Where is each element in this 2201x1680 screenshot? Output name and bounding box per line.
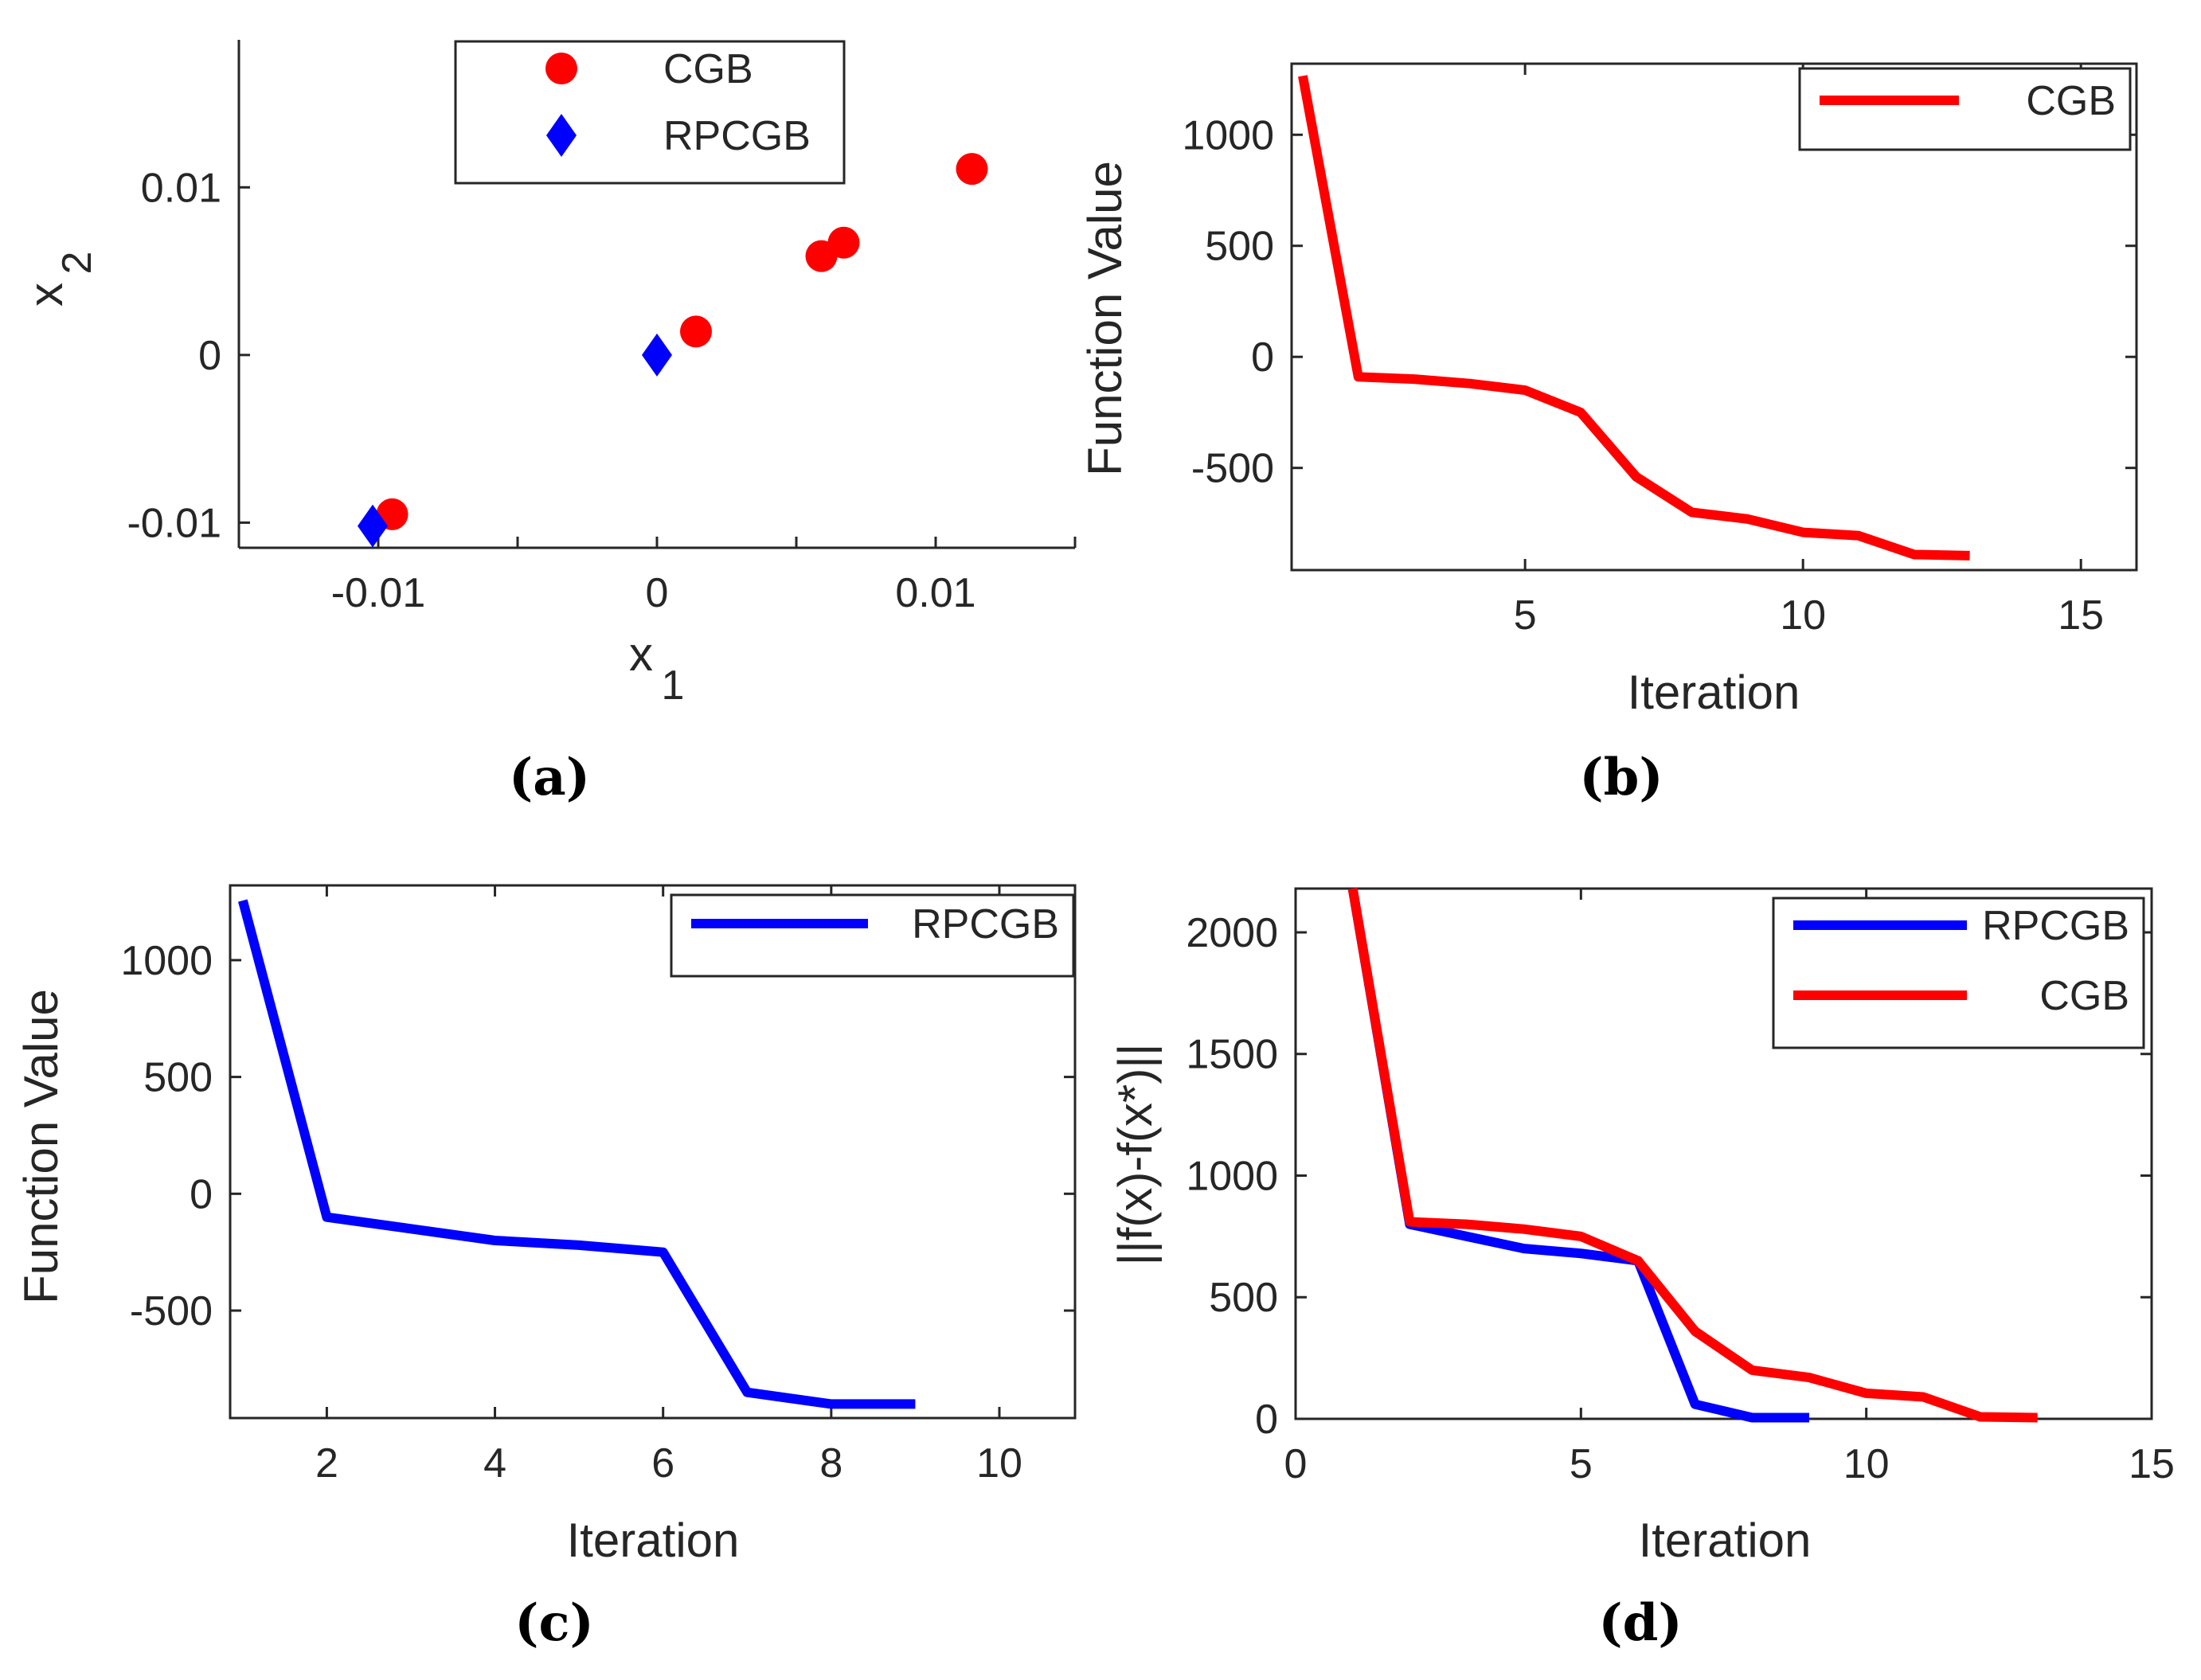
legend: RPCGB CGB	[1772, 897, 2145, 1049]
legend: RPCGB	[670, 893, 1075, 978]
series-line-cgb	[1298, 75, 1970, 561]
y-axis-label-group: Function Value	[14, 989, 68, 1304]
point-cgb	[805, 240, 838, 272]
chart-panel-b: 5 10 15 -500 0 500 1000 Iteration Function Value…	[1078, 62, 2138, 807]
legend: CGB RPCGB	[454, 40, 846, 185]
y-tick-label: -500	[1191, 446, 1274, 492]
point-rpcgb	[358, 504, 388, 548]
y-tick-label: -0.01	[127, 500, 221, 546]
y-tick-label: 0	[1251, 334, 1274, 381]
y-axis-label-subscript: 2	[54, 252, 100, 275]
legend: CGB	[1798, 67, 2132, 151]
y-tick-label: 500	[1209, 1275, 1278, 1321]
x-axis-label: Iteration	[567, 1514, 740, 1567]
legend-label: RPCGB	[663, 113, 811, 159]
legend-frame	[1798, 67, 2132, 151]
panel-label: (d)	[1598, 1593, 1682, 1653]
x-tick-label: 15	[2058, 592, 2104, 639]
y-tick-label: 500	[1205, 224, 1274, 270]
plot-area-frame	[229, 884, 1077, 1420]
panel-label: (a)	[509, 748, 590, 807]
x-axis-label: Iteration	[1628, 666, 1800, 719]
x-axis-label: x	[629, 627, 653, 681]
x-tick-label: 0	[1284, 1441, 1308, 1487]
chart-panel-d: 0 5 10 15 0 500 1000 1500 2000 Iteration ||f(x)-f(…	[1108, 887, 2175, 1653]
legend-label: RPCGB	[912, 901, 1059, 947]
y-axis-label-group: ||f(x)-f(x*)||	[1108, 1044, 1162, 1266]
y-axis-label-group: x2	[19, 252, 100, 307]
legend-label: CGB	[663, 46, 753, 92]
plot-area-frame	[1290, 62, 2138, 572]
x-axis-label-subscript: 1	[662, 662, 685, 709]
y-tick-label: 1000	[1186, 1153, 1278, 1199]
x-tick-label: 10	[1780, 592, 1826, 639]
chart-panel-c: 2 4 6 8 10 -500 0 500 1000 Iteration Function Valu…	[14, 884, 1077, 1653]
y-axis-label: ||f(x)-f(x*)||	[1108, 1044, 1162, 1266]
legend-label: RPCGB	[1982, 903, 2129, 949]
y-axis-label: Function Value	[14, 989, 68, 1304]
y-tick-label: 1000	[120, 938, 213, 984]
x-tick-label: 0.01	[895, 570, 975, 616]
legend-label: CGB	[2039, 973, 2129, 1019]
panel-label: (c)	[514, 1593, 594, 1653]
point-cgb	[680, 315, 712, 348]
x-tick-label: 5	[1514, 592, 1537, 639]
y-tick-label: 0.01	[141, 165, 221, 211]
x-tick-label: 2	[315, 1440, 338, 1487]
x-tick-label: 10	[976, 1440, 1022, 1487]
y-tick-label: 0	[190, 1171, 213, 1217]
x-tick-label: -0.01	[331, 570, 426, 616]
y-tick-label: 1000	[1182, 112, 1274, 158]
point-cgb	[956, 153, 988, 186]
x-tick-label: 4	[483, 1440, 506, 1487]
y-tick-label: 0	[198, 333, 221, 379]
y-axis-label: Function Value	[1078, 161, 1132, 476]
panel-label: (b)	[1579, 748, 1663, 807]
x-tick-label: 8	[819, 1440, 842, 1487]
legend-marker-rpcgb	[546, 114, 577, 157]
legend-frame	[454, 40, 846, 185]
y-tick-label: 1500	[1186, 1032, 1278, 1078]
y-axis-label-group: Function Value	[1078, 161, 1132, 476]
y-tick-label: 2000	[1186, 910, 1278, 956]
legend-marker-cgb	[545, 53, 577, 84]
plot-area-frame	[1294, 887, 2153, 1420]
y-axis-label: x	[19, 283, 72, 307]
x-tick-label: 0	[646, 570, 669, 616]
series-line-rpcgb	[238, 899, 916, 1409]
x-tick-label: 15	[2129, 1441, 2175, 1487]
y-tick-label: 500	[143, 1055, 213, 1101]
x-tick-label: 5	[1570, 1441, 1593, 1487]
y-tick-label: 0	[1255, 1397, 1278, 1443]
x-axis-label: Iteration	[1639, 1514, 1812, 1567]
y-tick-label: -500	[130, 1288, 213, 1334]
legend-frame	[670, 893, 1075, 978]
series-line-cgb	[1347, 887, 2038, 1423]
x-tick-label: 10	[1843, 1441, 1890, 1487]
x-tick-label: 6	[651, 1440, 674, 1487]
series-line-rpcgb	[1347, 887, 1809, 1423]
legend-label: CGB	[2026, 78, 2116, 124]
point-rpcgb	[642, 333, 672, 377]
